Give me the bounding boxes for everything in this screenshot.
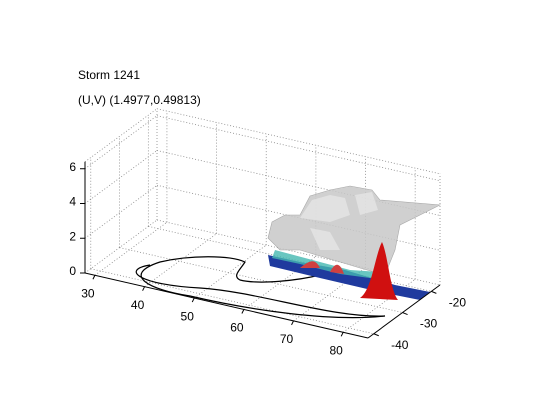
storm-track bbox=[135, 256, 386, 319]
z-tick-label: 6 bbox=[69, 160, 76, 174]
y-axis bbox=[367, 284, 441, 339]
x-tick-label: 30 bbox=[81, 286, 95, 300]
chart-title: Storm 1241 bbox=[78, 68, 140, 82]
x-tick bbox=[142, 286, 146, 291]
z-tick-label: 0 bbox=[69, 264, 76, 278]
grid-line bbox=[156, 219, 441, 286]
z-tick-label: 2 bbox=[69, 229, 76, 243]
grid-line bbox=[90, 268, 374, 335]
x-tick-label: 80 bbox=[329, 343, 343, 357]
x-tick bbox=[191, 297, 195, 303]
x-tick-label: 50 bbox=[181, 309, 195, 323]
x-tick-label: 70 bbox=[280, 332, 294, 346]
x-tick bbox=[340, 332, 344, 337]
grid-line bbox=[156, 150, 441, 216]
x-tick bbox=[241, 309, 245, 314]
grid-line bbox=[156, 184, 441, 251]
box-edge bbox=[156, 108, 441, 175]
grid-line bbox=[119, 247, 403, 313]
mid-surface bbox=[272, 250, 385, 280]
z-tick-label: 4 bbox=[69, 195, 76, 209]
y-tick bbox=[402, 312, 408, 316]
isosurface-highlight bbox=[300, 192, 378, 250]
grid-line bbox=[148, 225, 432, 292]
x-tick bbox=[291, 320, 294, 326]
surface-plot bbox=[135, 185, 442, 319]
x-axis bbox=[84, 272, 369, 339]
x-tick-label: 40 bbox=[131, 298, 145, 312]
y-tick-label: -20 bbox=[449, 296, 467, 310]
y-tick-label: -40 bbox=[391, 338, 409, 352]
minor-peaks bbox=[300, 261, 344, 274]
chart-subtitle: (U,V) (1.4977,0.49813) bbox=[78, 93, 201, 107]
axis-layer: 30 40 50 60 70 80 -40 -30 -20 0 2 4 6 bbox=[69, 160, 466, 358]
peak-surface bbox=[360, 242, 398, 300]
y-tick-label: -30 bbox=[420, 317, 438, 331]
y-tick bbox=[373, 333, 379, 337]
grid-line bbox=[156, 115, 441, 182]
x-tick-label: 60 bbox=[230, 321, 244, 335]
x-tick bbox=[92, 275, 96, 280]
y-tick bbox=[431, 290, 437, 294]
